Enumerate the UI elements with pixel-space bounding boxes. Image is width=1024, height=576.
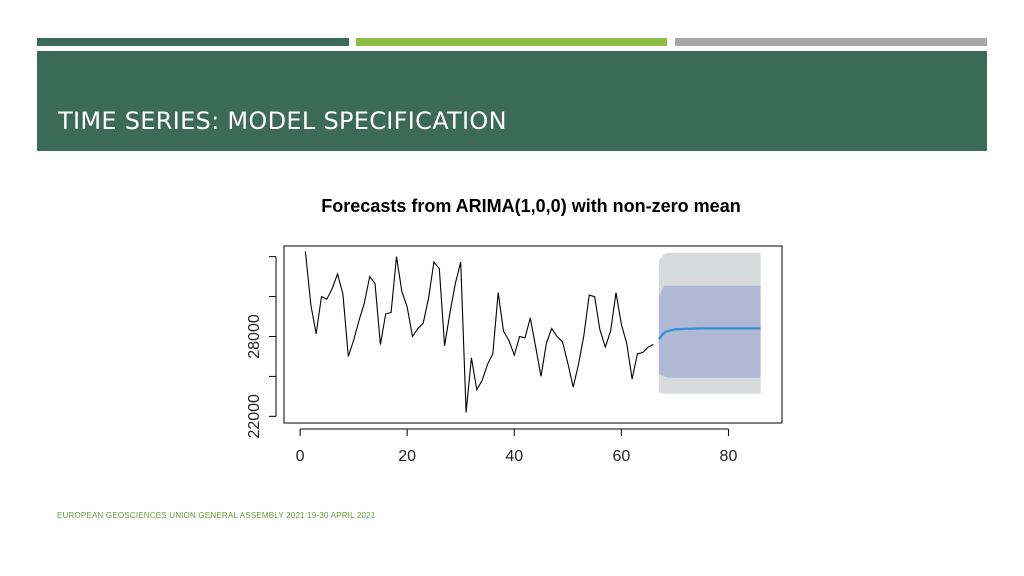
footer-text: EUROPEAN GEOSCIENCES UNION GENERAL ASSEM… — [57, 511, 376, 520]
plot-frame — [283, 245, 783, 424]
accent-bar-light-green — [356, 38, 667, 46]
x-tick-label: 0 — [296, 448, 305, 465]
x-tick-label: 40 — [505, 448, 523, 465]
observed-series-line — [304, 251, 654, 413]
title-banner: TIME SERIES: MODEL SPECIFICATION — [37, 51, 987, 151]
series-lines — [304, 251, 761, 413]
chart-title: Forecasts from ARIMA(1,0,0) with non-zer… — [321, 196, 740, 216]
interval-80-band — [658, 285, 761, 378]
x-tick-label: 60 — [612, 448, 630, 465]
axes: 0 20 40 60 80 22000 28000 — [246, 256, 738, 465]
x-tick-label: 20 — [398, 448, 416, 465]
y-tick-label: 22000 — [246, 394, 263, 439]
accent-bar-dark-green — [37, 38, 349, 46]
forecast-interval-bands — [658, 252, 761, 394]
y-tick-label: 28000 — [246, 314, 263, 359]
arima-forecast-chart: Forecasts from ARIMA(1,0,0) with non-zer… — [246, 196, 783, 465]
x-tick-label: 80 — [720, 448, 738, 465]
accent-bar-gray — [675, 38, 987, 46]
forecast-mean-line — [657, 327, 761, 340]
slide-title: TIME SERIES: MODEL SPECIFICATION — [58, 107, 507, 135]
